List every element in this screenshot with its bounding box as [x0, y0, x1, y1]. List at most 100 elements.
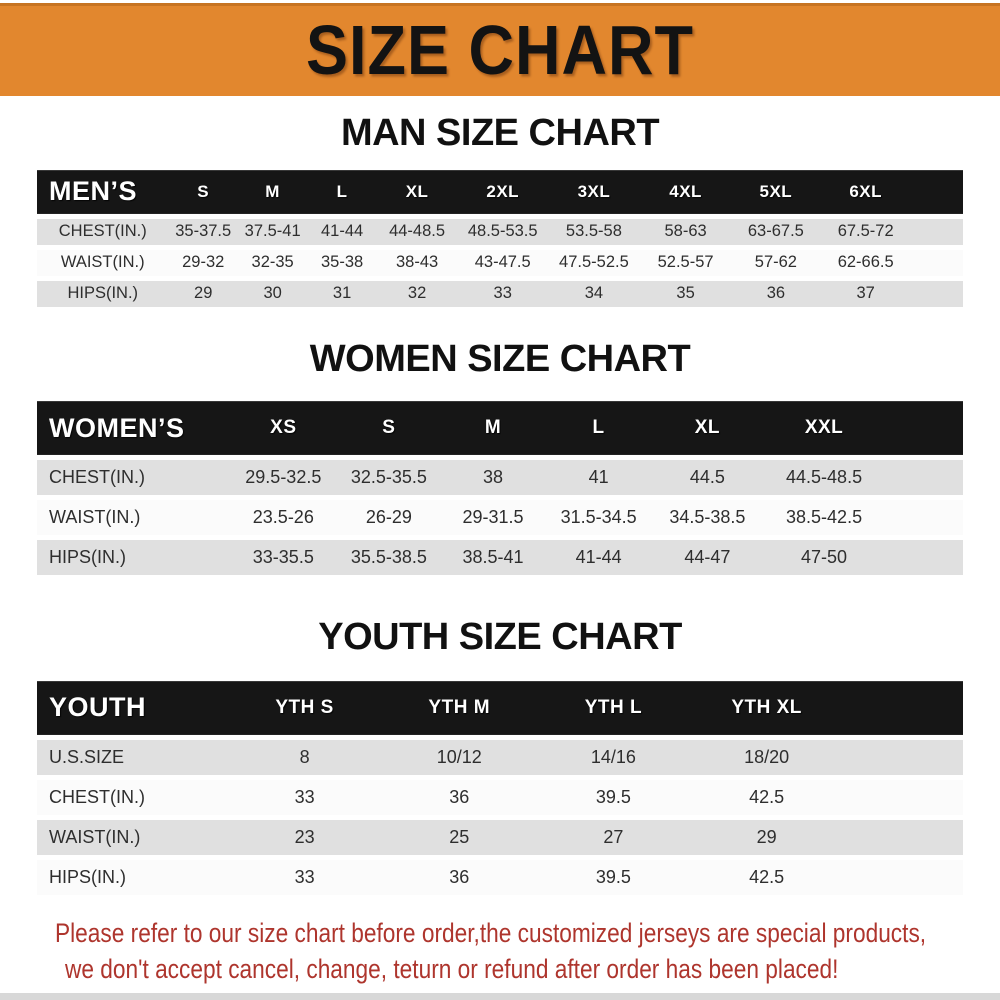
- men-size-value: 63-67.5: [731, 218, 821, 245]
- men-size-value: 43-47.5: [457, 249, 549, 276]
- men-size-value: 32: [376, 280, 458, 307]
- men-column-header: 3XL: [548, 169, 640, 214]
- youth-row: WAIST(IN.) 23 25 27 29: [37, 819, 963, 855]
- men-size-value: 34: [548, 280, 640, 307]
- footer-note: Please refer to our size chart before or…: [0, 916, 1000, 988]
- women-size-value: 41: [543, 460, 654, 496]
- youth-header-row: YOUTH YTH S YTH M YTH L YTH XL: [37, 680, 963, 735]
- men-section-heading: MAN SIZE CHART: [340, 112, 660, 154]
- men-size-value: 52.5-57: [639, 249, 732, 276]
- women-row-label: CHEST(IN.): [37, 460, 232, 496]
- men-column-header: XL: [376, 169, 458, 214]
- youth-row: HIPS(IN.) 33 36 39.5 42.5: [37, 859, 963, 895]
- women-size-value: 35.5-38.5: [335, 540, 443, 576]
- men-corner-label: MEN’S: [37, 169, 169, 214]
- youth-size-value: 14/16: [537, 739, 690, 775]
- men-column-header: 5XL: [731, 169, 821, 214]
- banner-title: SIZE CHART: [306, 12, 694, 90]
- men-size-value: 58-63: [639, 218, 732, 245]
- men-size-value: 35-38: [307, 249, 377, 276]
- women-size-value: 29.5-32.5: [231, 460, 336, 496]
- women-row: HIPS(IN.) 33-35.5 35.5-38.5 38.5-41 41-44 44-…: [37, 540, 963, 576]
- men-column-header: L: [307, 169, 377, 214]
- women-column-header: XL: [653, 401, 762, 456]
- footer-note-line1: Please refer to our size chart before or…: [55, 917, 927, 948]
- men-size-value: 29-32: [168, 249, 238, 276]
- women-size-value: 38.5-42.5: [761, 500, 888, 536]
- women-row-label: HIPS(IN.): [37, 540, 232, 576]
- bottom-edge-strip: [0, 993, 1000, 1000]
- women-column-header: M: [442, 401, 544, 456]
- youth-size-value: 39.5: [537, 779, 690, 815]
- men-size-value: 67.5-72: [820, 218, 912, 245]
- men-size-value: 36: [731, 280, 821, 307]
- youth-spacer-cell: [843, 859, 963, 895]
- youth-column-header: YTH S: [227, 680, 382, 735]
- men-row-label: HIPS(IN.): [37, 280, 169, 307]
- youth-size-value: 25: [381, 819, 538, 855]
- men-size-value: 62-66.5: [820, 249, 912, 276]
- youth-size-value: 39.5: [537, 859, 690, 895]
- men-size-value: 29: [168, 280, 238, 307]
- men-size-value: 44-48.5: [376, 218, 458, 245]
- men-row: CHEST(IN.) 35-37.5 37.5-41 41-44 44-48.5 48.5…: [37, 218, 963, 245]
- women-size-value: 23.5-26: [231, 500, 336, 536]
- women-size-value: 47-50: [761, 540, 888, 576]
- youth-column-header: YTH M: [381, 680, 538, 735]
- youth-size-value: 36: [381, 859, 538, 895]
- men-row-label: WAIST(IN.): [37, 249, 169, 276]
- youth-row: CHEST(IN.) 33 36 39.5 42.5: [37, 779, 963, 815]
- women-row: CHEST(IN.) 29.5-32.5 32.5-35.5 38 41 44.5 44.5…: [37, 460, 963, 496]
- women-size-value: 29-31.5: [442, 500, 544, 536]
- men-column-header: 4XL: [639, 169, 732, 214]
- men-spacer-cell: [911, 249, 963, 276]
- men-size-value: 37.5-41: [237, 218, 308, 245]
- women-row: WAIST(IN.) 23.5-26 26-29 29-31.5 31.5-34.5 34…: [37, 500, 963, 536]
- footer-note-line2: we don't accept cancel, change, teturn o…: [65, 953, 839, 984]
- youth-spacer-cell: [843, 739, 963, 775]
- youth-size-value: 23: [227, 819, 382, 855]
- youth-row-label: WAIST(IN.): [37, 819, 228, 855]
- women-corner-label: WOMEN’S: [37, 401, 232, 456]
- youth-size-value: 36: [381, 779, 538, 815]
- men-size-value: 31: [307, 280, 377, 307]
- women-column-header: XS: [231, 401, 336, 456]
- women-spacer-cell: [887, 500, 963, 536]
- men-column-header: 6XL: [820, 169, 912, 214]
- men-header-row: MEN’S S M L XL 2XL 3XL 4XL 5XL 6XL: [37, 169, 963, 214]
- youth-row-label: CHEST(IN.): [37, 779, 228, 815]
- men-row-label: CHEST(IN.): [37, 218, 169, 245]
- men-size-value: 41-44: [307, 218, 377, 245]
- men-size-value: 35: [639, 280, 732, 307]
- women-spacer-cell: [887, 540, 963, 576]
- women-spacer-cell: [887, 401, 963, 456]
- size-chart-banner: SIZE CHART: [0, 3, 1000, 96]
- men-size-value: 30: [237, 280, 308, 307]
- youth-size-value: 42.5: [689, 779, 844, 815]
- youth-section-heading: YOUTH SIZE CHART: [318, 616, 682, 659]
- women-header-row: WOMEN’S XS S M L XL XXL: [37, 401, 963, 456]
- men-column-header: 2XL: [457, 169, 549, 214]
- women-size-value: 41-44: [543, 540, 654, 576]
- men-size-value: 35-37.5: [168, 218, 238, 245]
- women-size-value: 38.5-41: [442, 540, 544, 576]
- men-spacer-cell: [911, 280, 963, 307]
- youth-size-table: YOUTH YTH S YTH M YTH L YTH XL U.S.SIZE 8 10/12…: [37, 676, 963, 900]
- women-size-value: 31.5-34.5: [543, 500, 654, 536]
- women-section-heading: WOMEN SIZE CHART: [309, 337, 691, 380]
- women-column-header: L: [543, 401, 654, 456]
- women-column-header: XXL: [761, 401, 888, 456]
- women-size-value: 33-35.5: [231, 540, 336, 576]
- men-spacer-cell: [911, 218, 963, 245]
- youth-row-label: HIPS(IN.): [37, 859, 228, 895]
- youth-size-value: 18/20: [689, 739, 844, 775]
- youth-size-value: 33: [227, 859, 382, 895]
- youth-size-value: 33: [227, 779, 382, 815]
- women-size-value: 34.5-38.5: [653, 500, 762, 536]
- men-column-header: M: [237, 169, 308, 214]
- youth-spacer-cell: [843, 779, 963, 815]
- men-column-header: S: [168, 169, 238, 214]
- women-size-value: 44.5: [653, 460, 762, 496]
- youth-row: U.S.SIZE 8 10/12 14/16 18/20: [37, 739, 963, 775]
- men-row: HIPS(IN.) 29 30 31 32 33 34 35 36 37: [37, 280, 963, 307]
